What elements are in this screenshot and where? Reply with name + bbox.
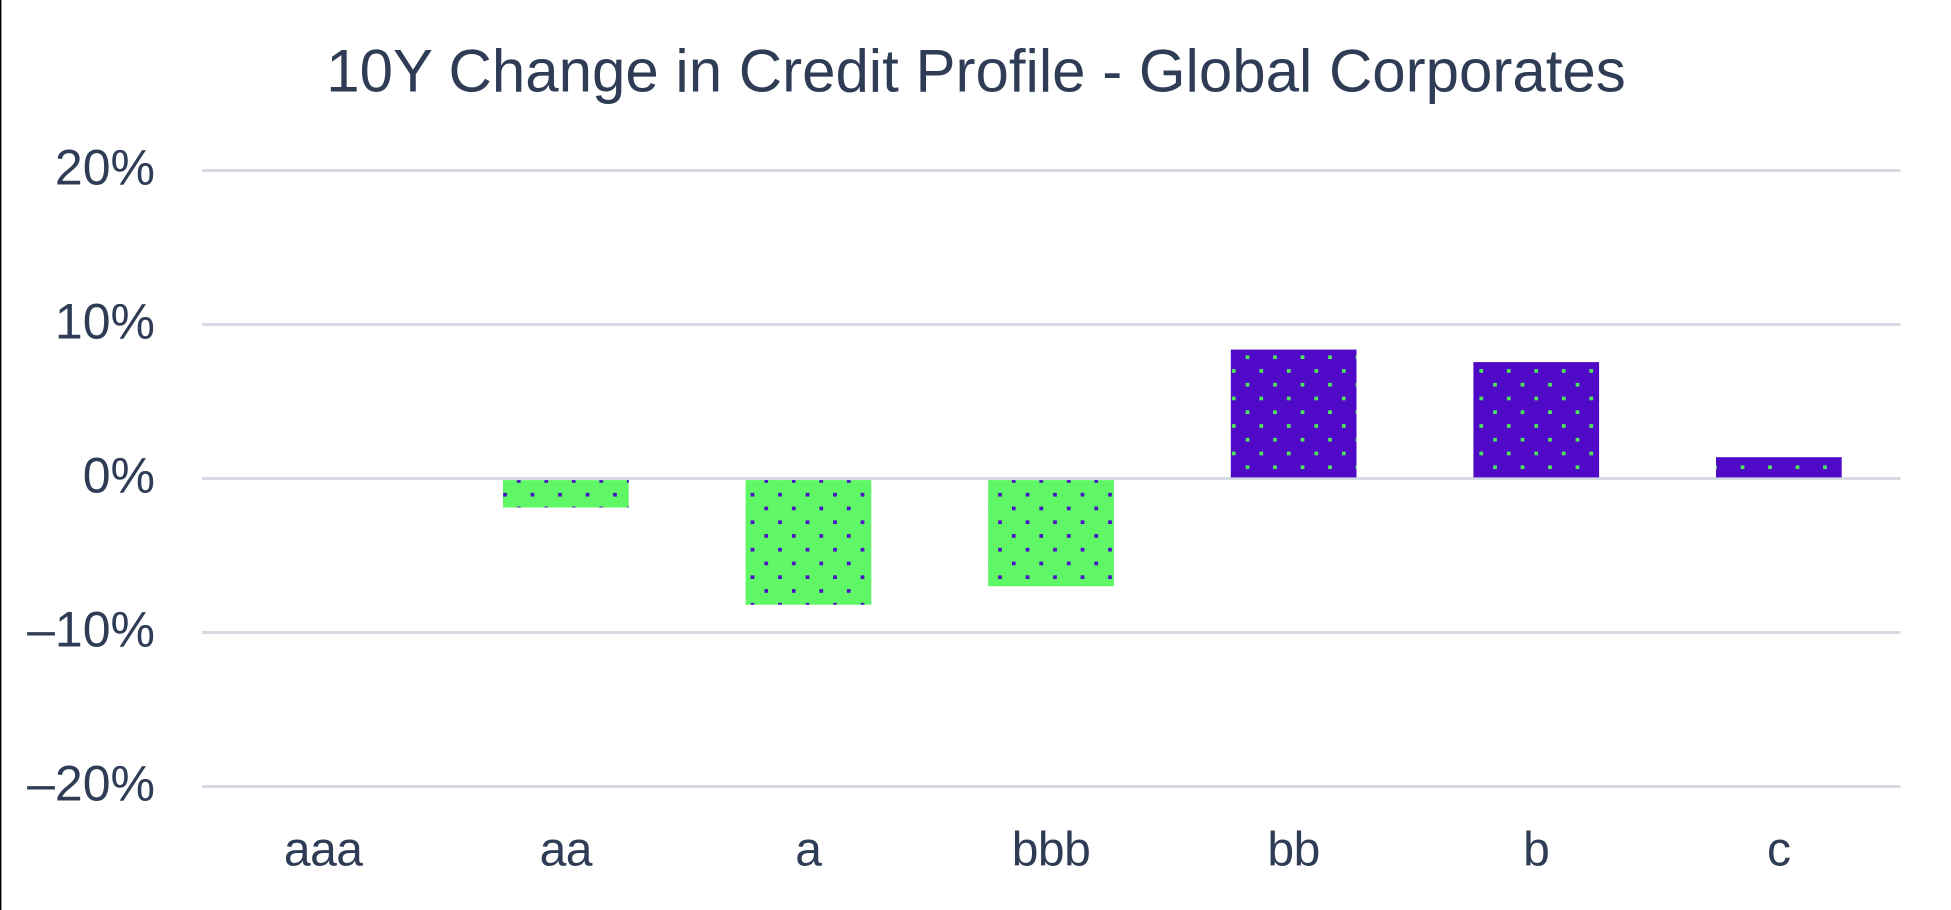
svg-text:10%: 10% bbox=[55, 293, 155, 349]
svg-text:0%: 0% bbox=[83, 447, 155, 503]
svg-text:–20%: –20% bbox=[27, 755, 155, 811]
svg-text:c: c bbox=[1767, 824, 1791, 877]
svg-text:b: b bbox=[1523, 824, 1549, 877]
svg-text:aa: aa bbox=[540, 824, 593, 877]
svg-text:bbb: bbb bbox=[1012, 824, 1091, 877]
svg-text:10Y Change in Credit Profile -: 10Y Change in Credit Profile - Global Co… bbox=[326, 38, 1626, 105]
svg-text:20%: 20% bbox=[55, 139, 155, 195]
svg-text:a: a bbox=[795, 824, 822, 877]
svg-text:aaa: aaa bbox=[284, 824, 363, 877]
svg-text:–10%: –10% bbox=[27, 601, 155, 657]
svg-text:bb: bb bbox=[1267, 824, 1319, 877]
